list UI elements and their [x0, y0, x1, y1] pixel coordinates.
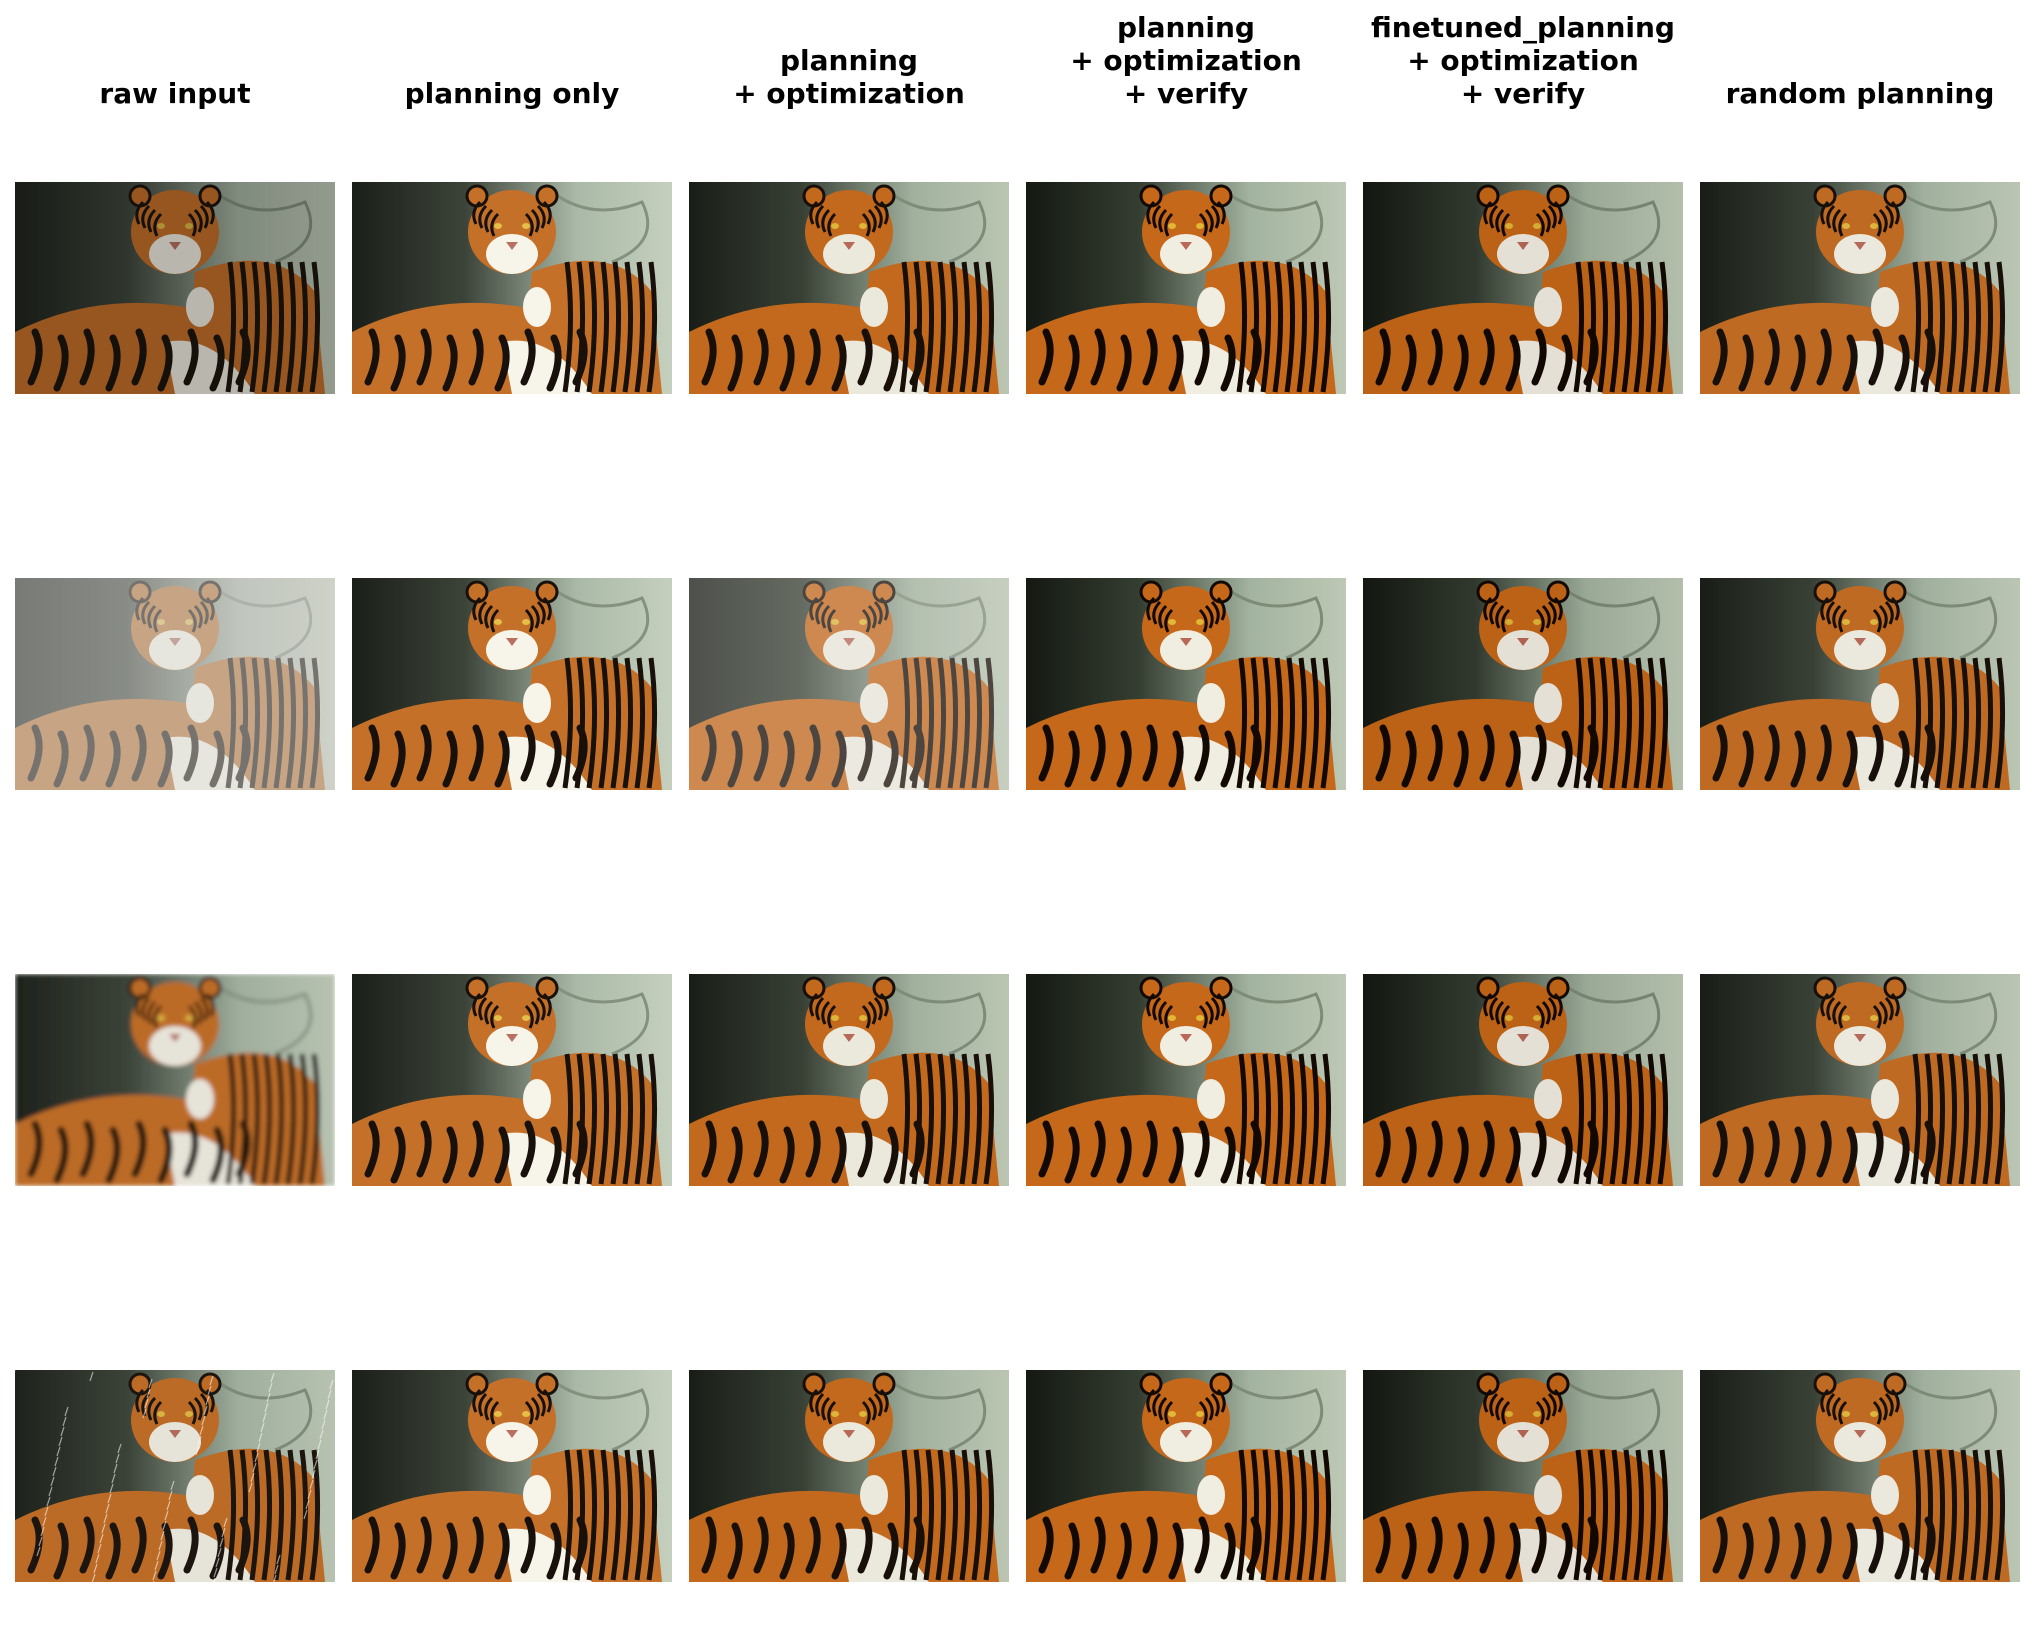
- tiger-photo: [352, 578, 672, 790]
- tiger-photo: [15, 182, 335, 394]
- tiger-photo: [352, 974, 672, 1186]
- column-title-line: + verify: [1460, 77, 1586, 110]
- tiger-photo: [1363, 182, 1683, 394]
- tiger-photo: [1026, 578, 1346, 790]
- tiger-photo: [1700, 578, 2020, 790]
- column-title-line: planning: [1117, 11, 1255, 44]
- column-title-line: + optimization: [1407, 44, 1639, 77]
- tiger-photo: [1363, 578, 1683, 790]
- tiger-photo: [1700, 974, 2020, 1186]
- tiger-photo: [689, 578, 1009, 790]
- column-title: random planning: [1695, 0, 2025, 110]
- tiger-photo: [1363, 1370, 1683, 1582]
- column-title: finetuned_planning + optimization + verify: [1358, 0, 1688, 110]
- tiger-photo: [352, 182, 672, 394]
- tiger-photo: [15, 974, 335, 1186]
- tiger-photo: [1026, 1370, 1346, 1582]
- tiger-photo: [15, 578, 335, 790]
- tiger-photo: [689, 974, 1009, 1186]
- column-title-line: + optimization: [1070, 44, 1302, 77]
- tiger-photo: [689, 182, 1009, 394]
- tiger-photo: [15, 1370, 335, 1582]
- column-title-line: planning only: [404, 77, 620, 110]
- column-title-line: + verify: [1123, 77, 1249, 110]
- tiger-photo: [1700, 1370, 2020, 1582]
- tiger-photo: [1363, 974, 1683, 1186]
- tiger-photo: [352, 1370, 672, 1582]
- column-title-line: finetuned_planning: [1371, 11, 1675, 44]
- column-title: raw input: [10, 0, 340, 110]
- column-title: planning + optimization: [684, 0, 1014, 110]
- column-title-line: raw input: [99, 77, 251, 110]
- column-title-line: + optimization: [733, 77, 965, 110]
- tiger-photo: [689, 1370, 1009, 1582]
- column-title-line: random planning: [1725, 77, 1995, 110]
- tiger-photo: [1026, 182, 1346, 394]
- tiger-photo: [1026, 974, 1346, 1186]
- column-title: planning + optimization + verify: [1021, 0, 1351, 110]
- column-title-line: planning: [780, 44, 918, 77]
- tiger-photo: [1700, 182, 2020, 394]
- column-title: planning only: [347, 0, 677, 110]
